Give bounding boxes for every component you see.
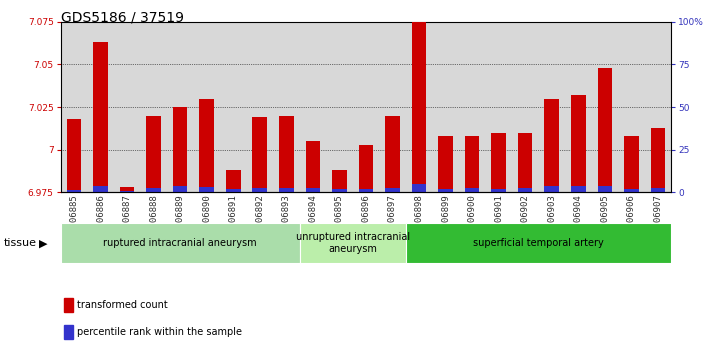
Bar — [571, 187, 585, 192]
Bar — [120, 187, 134, 192]
Bar — [544, 98, 559, 192]
Bar — [66, 119, 81, 192]
Bar — [66, 190, 81, 192]
Bar — [253, 188, 267, 192]
Bar — [199, 98, 214, 192]
Bar — [598, 68, 612, 192]
Bar — [306, 188, 320, 192]
Bar — [300, 223, 406, 263]
Bar — [146, 188, 161, 192]
Text: percentile rank within the sample: percentile rank within the sample — [77, 327, 242, 337]
Bar — [412, 5, 426, 192]
Bar — [253, 117, 267, 192]
Bar — [624, 189, 638, 192]
Bar — [173, 187, 188, 192]
Bar — [120, 191, 134, 192]
Bar — [491, 189, 506, 192]
Bar — [385, 115, 400, 192]
Text: transformed count: transformed count — [77, 300, 168, 310]
Bar — [438, 136, 453, 192]
Bar — [650, 127, 665, 192]
Bar — [650, 188, 665, 192]
Bar — [624, 136, 638, 192]
Text: unruptured intracranial
aneurysm: unruptured intracranial aneurysm — [296, 232, 410, 254]
Bar — [199, 187, 214, 192]
Bar — [94, 42, 108, 192]
Text: ▶: ▶ — [39, 238, 48, 248]
Bar — [491, 132, 506, 192]
Bar — [94, 185, 108, 192]
Bar — [279, 188, 293, 192]
Text: superficial temporal artery: superficial temporal artery — [473, 238, 604, 248]
Bar — [406, 223, 671, 263]
Bar — [465, 136, 479, 192]
Bar — [438, 189, 453, 192]
Bar — [518, 132, 533, 192]
Text: GDS5186 / 37519: GDS5186 / 37519 — [61, 11, 183, 25]
Bar — [332, 189, 347, 192]
Bar — [385, 188, 400, 192]
Bar — [279, 115, 293, 192]
Bar — [146, 115, 161, 192]
Text: ruptured intracranial aneurysm: ruptured intracranial aneurysm — [104, 238, 257, 248]
Bar — [173, 107, 188, 192]
Bar — [332, 170, 347, 192]
Text: tissue: tissue — [4, 238, 36, 248]
Bar — [518, 188, 533, 192]
Bar — [358, 144, 373, 192]
Bar — [571, 95, 585, 192]
Bar — [306, 141, 320, 192]
Bar — [226, 170, 241, 192]
Bar — [544, 187, 559, 192]
Bar — [61, 223, 300, 263]
Bar — [358, 189, 373, 192]
Bar — [598, 185, 612, 192]
Bar — [412, 184, 426, 192]
Bar — [465, 188, 479, 192]
Bar — [226, 189, 241, 192]
